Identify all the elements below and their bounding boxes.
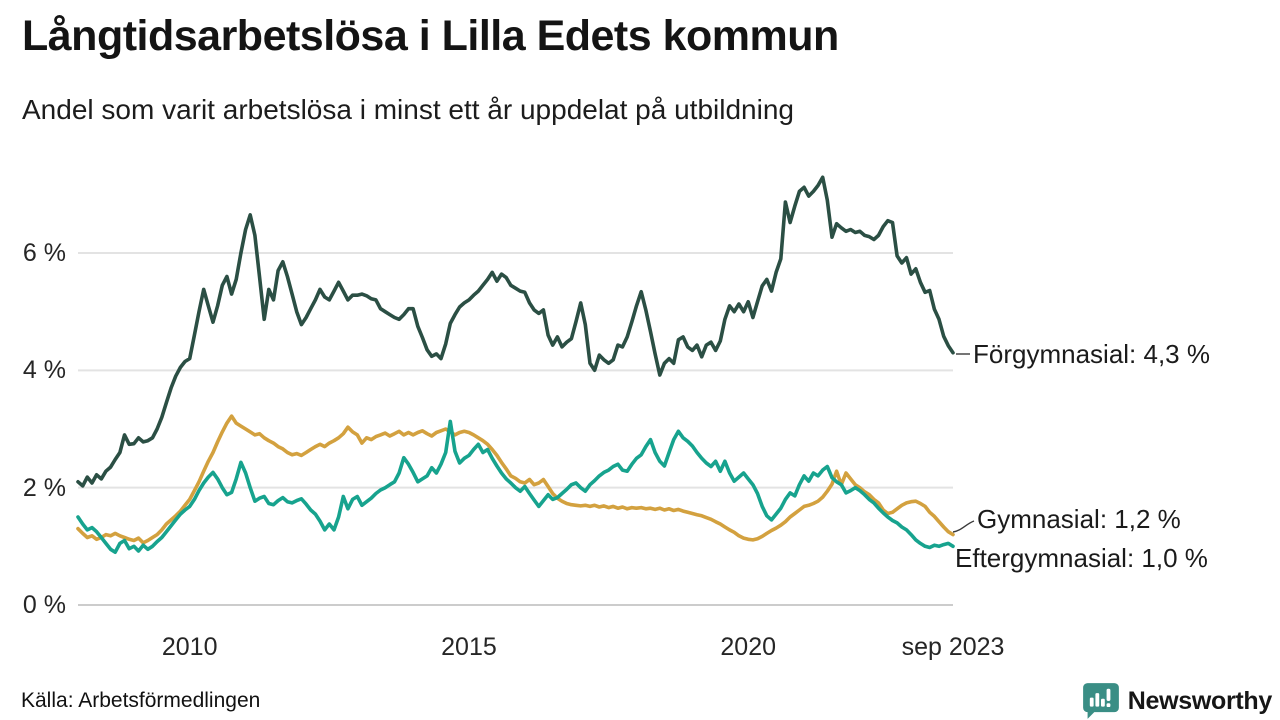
x-tick-label: 2020 — [720, 633, 777, 661]
brand-name: Newsworthy — [1127, 686, 1273, 715]
y-tick-label: 0 % — [22, 591, 66, 619]
bar-chart-speech-bubble-icon — [1082, 683, 1119, 719]
line-gymnasial — [76, 414, 955, 545]
x-tick-label: sep 2023 — [901, 633, 1005, 661]
series-label-gymnasial: Gymnasial: 1,2 % — [977, 504, 1181, 534]
label-connector-gymnasial — [952, 520, 975, 533]
x-tick-label: 2015 — [441, 633, 497, 661]
series-lines — [76, 175, 955, 555]
source-note: Källa: Arbetsförmedlingen — [21, 689, 261, 712]
series-label-förgymnasial: Förgymnasial: 4,3 % — [973, 339, 1210, 369]
chart-subtitle: Andel som varit arbetslösa i minst ett å… — [22, 94, 794, 125]
line-förgymnasial — [76, 175, 955, 488]
y-tick-label: 6 % — [22, 239, 66, 267]
page-title: Långtidsarbetslösa i Lilla Edets kommun — [22, 12, 839, 60]
series-label-eftergymnasial: Eftergymnasial: 1,0 % — [955, 543, 1208, 573]
y-tick-label: 4 % — [22, 356, 66, 385]
x-tick-label: 2010 — [161, 633, 218, 661]
line-eftergymnasial — [76, 419, 955, 555]
y-tick-label: 2 % — [22, 473, 66, 502]
newsworthy-logo: Newsworthy — [1082, 682, 1272, 720]
